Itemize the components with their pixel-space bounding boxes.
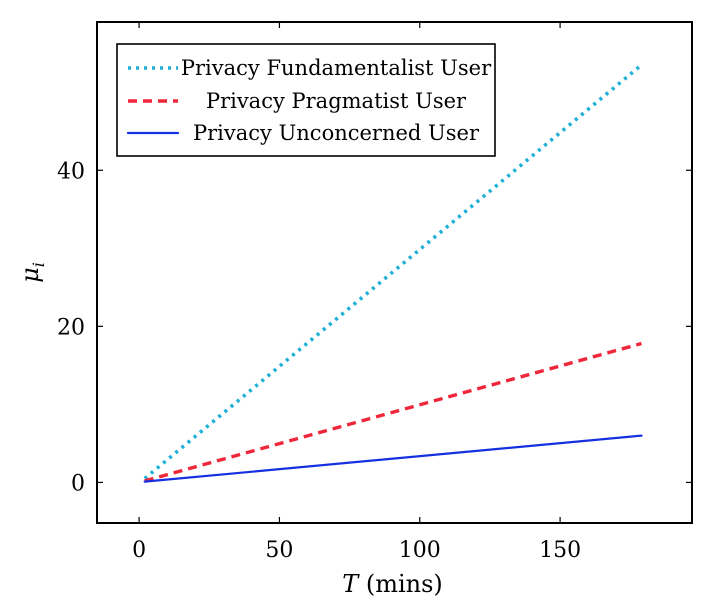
- x-tick-label: 150: [539, 538, 581, 563]
- y-axis-ticks: 0 20 40: [57, 159, 692, 496]
- legend-label-pragmatist: Privacy Pragmatist User: [206, 89, 467, 113]
- series-line-fundamentalist: [143, 63, 643, 480]
- y-axis-label-variable: μ: [16, 267, 44, 283]
- x-axis-label: T (mins): [342, 570, 443, 598]
- legend: Privacy Fundamentalist User Privacy Prag…: [116, 43, 496, 157]
- y-tick-label: 40: [57, 159, 85, 184]
- x-tick-label: 0: [132, 538, 146, 563]
- y-axis-label: μi: [16, 262, 48, 283]
- x-tick-label: 50: [265, 538, 293, 563]
- series-line-unconcerned: [143, 434, 643, 483]
- legend-label-fundamentalist: Privacy Fundamentalist User: [181, 56, 492, 80]
- x-tick-label: 100: [399, 538, 441, 563]
- plot-area-frame: [96, 21, 693, 524]
- series-line-pragmatist: [144, 341, 642, 483]
- series-lines: [143, 63, 643, 483]
- y-tick-label: 0: [71, 471, 85, 496]
- y-tick-label: 20: [57, 315, 85, 340]
- x-axis-label-unit: (mins): [358, 570, 443, 598]
- legend-label-unconcerned: Privacy Unconcerned User: [193, 121, 480, 145]
- x-axis-label-variable: T: [342, 570, 360, 598]
- y-axis-label-subscript: i: [29, 262, 48, 267]
- legend-box: [116, 43, 496, 157]
- x-axis-ticks: 0 50 100 150: [132, 22, 581, 563]
